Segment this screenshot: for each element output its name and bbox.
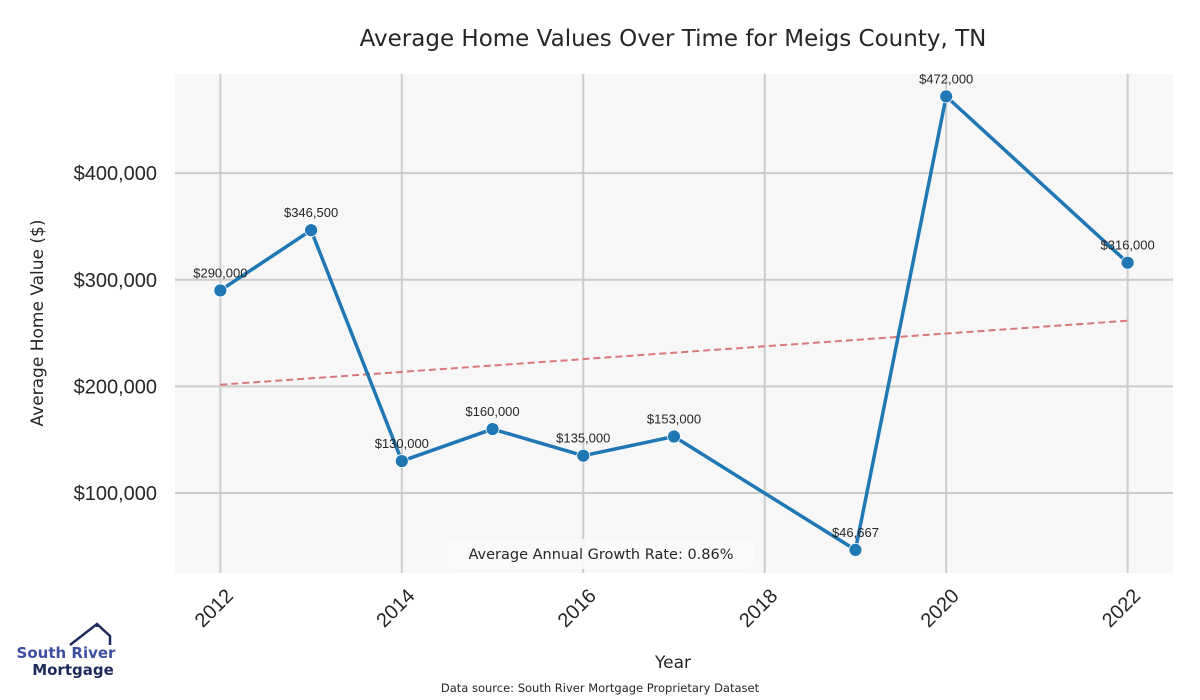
data-labels: $290,000 $346,500 $130,000 $160,000 $135,000… (193, 71, 1155, 540)
x-tick-label: 2022 (1098, 585, 1145, 632)
x-axis-label: Year (654, 653, 691, 673)
data-point (485, 422, 500, 436)
growth-rate-annotation: Average Annual Growth Rate: 0.86% (448, 539, 754, 569)
data-label: $346,500 (284, 205, 338, 220)
x-gridlines (219, 74, 1129, 573)
logo-line-2: Mortgage (32, 661, 114, 679)
data-point (213, 283, 228, 298)
annotation-box (448, 539, 754, 569)
data-point (304, 223, 318, 238)
x-tick-labels: 2012 2014 2016 2018 2020 2022 (191, 585, 1145, 632)
data-point (576, 448, 591, 463)
data-source-note: Data source: South River Mortgage Propri… (441, 681, 760, 695)
y-tick-label: $400,000 (74, 163, 157, 185)
data-point (939, 89, 954, 104)
logo-line-1: South River (17, 644, 117, 662)
data-markers (213, 89, 1135, 557)
data-label: $160,000 (465, 404, 519, 419)
x-tick-label: 2014 (372, 585, 419, 632)
chart-title: Average Home Values Over Time for Meigs … (360, 26, 987, 52)
y-tick-label: $300,000 (74, 270, 157, 292)
data-label: $472,000 (919, 71, 973, 86)
data-label: $130,000 (375, 436, 429, 451)
data-label: $135,000 (556, 431, 610, 446)
data-point (848, 542, 863, 557)
y-tick-label: $200,000 (74, 376, 157, 398)
x-tick-label: 2018 (735, 585, 782, 632)
data-point (667, 429, 681, 444)
y-tick-label: $100,000 (74, 483, 157, 505)
data-label: $46,667 (832, 525, 879, 540)
data-point (394, 454, 409, 468)
house-roof-icon (69, 622, 112, 646)
south-river-mortgage-logo: South River Mortgage (17, 622, 117, 679)
x-tick-label: 2020 (917, 585, 964, 632)
plot-area (175, 74, 1173, 573)
annotation-text: Average Annual Growth Rate: 0.86% (468, 547, 733, 563)
data-label: $316,000 (1101, 238, 1155, 253)
data-label: $153,000 (647, 412, 701, 427)
data-point (1120, 255, 1135, 270)
x-tick-label: 2012 (191, 585, 238, 632)
trend-line (220, 319, 1128, 386)
y-axis-label: Average Home Value ($) (28, 220, 48, 427)
x-tick-label: 2016 (554, 585, 601, 632)
data-label: $290,000 (193, 265, 247, 280)
y-tick-labels: $100,000 $200,000 $300,000 $400,000 (74, 163, 157, 505)
y-gridlines (175, 172, 1173, 495)
